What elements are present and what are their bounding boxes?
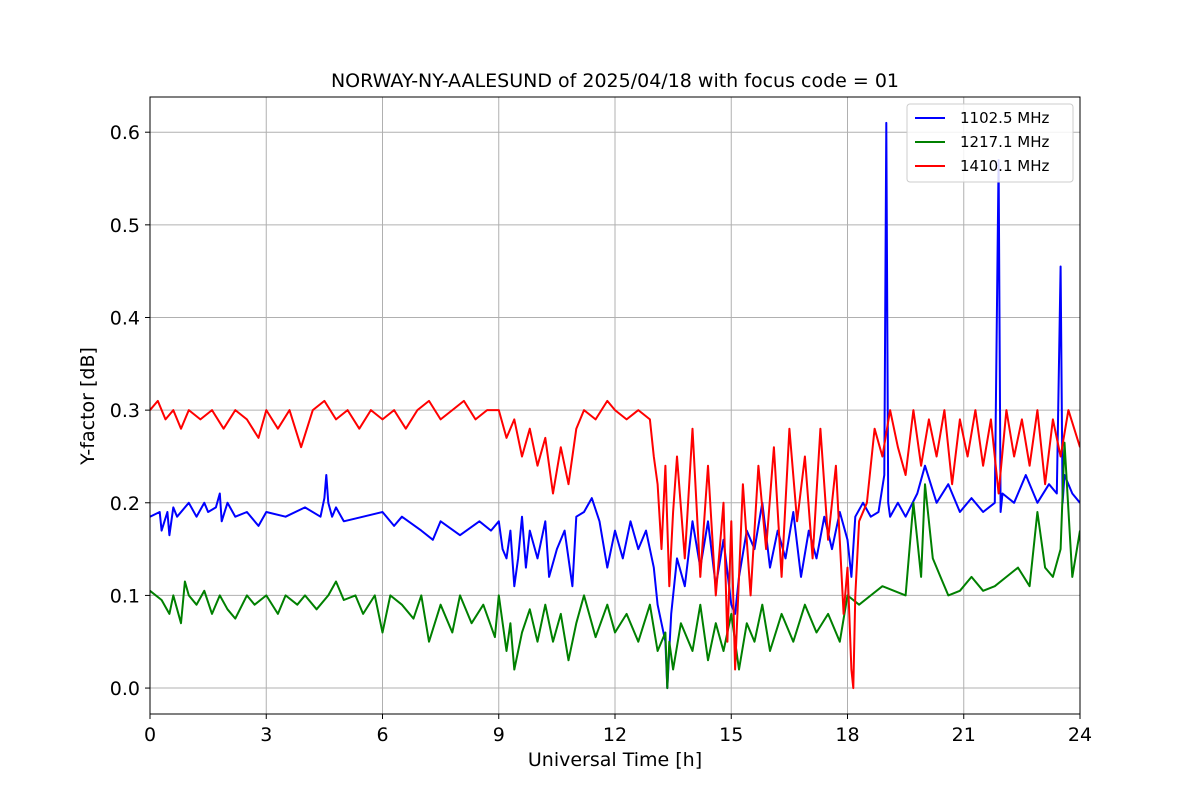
legend-entry-label: 1410.1 MHz	[960, 157, 1049, 175]
x-tick-label: 18	[835, 724, 859, 746]
series-line	[150, 441, 1080, 690]
legend-entry-label: 1217.1 MHz	[960, 133, 1049, 151]
x-tick-label: 24	[1068, 724, 1092, 746]
y-tick-label: 0.5	[110, 215, 140, 237]
x-tick-label: 6	[376, 724, 388, 746]
legend-entry-label: 1102.5 MHz	[960, 109, 1049, 127]
x-tick-label: 3	[260, 724, 272, 746]
series-3	[150, 399, 1080, 690]
series-2	[150, 441, 1080, 690]
y-tick-label: 0.1	[110, 585, 140, 607]
plot-series	[150, 121, 1080, 690]
y-tick-label: 0.6	[110, 122, 140, 144]
legend-box	[906, 103, 1074, 183]
x-tick-label: 21	[952, 724, 976, 746]
axis-ticks: 0 3 6 9 12 15 18 21 24 0.0 0.1 0.2 0.3 0.4 0.5 0.6	[110, 122, 1092, 746]
y-axis-title: Y-factor [dB]	[77, 347, 99, 466]
series-1	[150, 121, 1080, 690]
x-tick-label: 15	[719, 724, 743, 746]
legend: 1102.5 MHz 1217.1 MHz 1410.1 MHz	[906, 103, 1074, 183]
series-line	[150, 399, 1080, 690]
series-line	[150, 121, 1080, 690]
y-tick-label: 0.2	[110, 493, 140, 515]
y-tick-label: 0.4	[110, 307, 140, 329]
chart-title: NORWAY-NY-AALESUND of 2025/04/18 with fo…	[331, 70, 899, 92]
x-tick-label: 0	[144, 724, 156, 746]
x-tick-label: 9	[493, 724, 505, 746]
y-tick-label: 0.3	[110, 400, 140, 422]
x-tick-label: 12	[603, 724, 627, 746]
y-tick-label: 0.0	[110, 678, 140, 700]
x-axis-title: Universal Time [h]	[528, 749, 702, 771]
